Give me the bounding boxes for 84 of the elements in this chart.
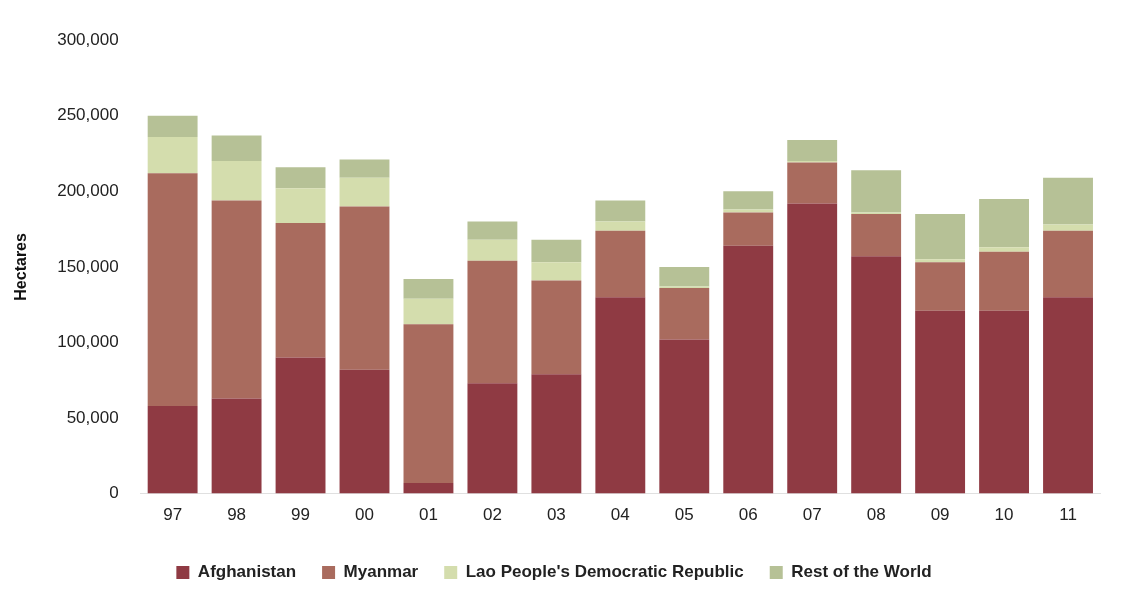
bar <box>531 239 582 263</box>
bar <box>403 278 454 299</box>
bar <box>467 260 518 384</box>
bar <box>1043 224 1093 231</box>
bar <box>339 369 390 494</box>
bar <box>723 191 774 210</box>
bar <box>851 170 902 213</box>
bar <box>275 188 326 224</box>
bar <box>851 214 902 257</box>
bar <box>915 310 966 494</box>
bar <box>467 383 518 494</box>
bar <box>851 256 902 494</box>
y-tick-label: 50,000 <box>66 407 119 427</box>
x-tick-label: 09 <box>930 505 950 525</box>
bar <box>531 262 582 281</box>
x-tick-label: 01 <box>418 505 438 525</box>
bar <box>1043 230 1093 298</box>
bar <box>1043 297 1093 494</box>
legend-label: Rest of the World <box>791 562 932 582</box>
x-tick-label: 99 <box>291 505 310 525</box>
legend-label: Lao People's Democratic Republic <box>465 562 744 582</box>
bar <box>467 221 518 240</box>
bar <box>467 239 518 261</box>
bar <box>147 405 198 494</box>
bar <box>979 310 1030 494</box>
bar <box>339 206 390 370</box>
bar <box>723 245 774 494</box>
bar <box>531 280 582 375</box>
y-axis-title: Hectares <box>12 233 30 301</box>
bar <box>339 159 390 178</box>
bar <box>275 167 326 189</box>
bar <box>723 212 774 246</box>
x-tick-label: 05 <box>674 505 694 525</box>
bar <box>211 200 262 399</box>
bar <box>787 139 838 162</box>
x-tick-label: 04 <box>610 505 630 525</box>
legend-label: Afghanistan <box>197 562 297 582</box>
x-tick-label: 08 <box>866 505 886 525</box>
bar <box>211 161 262 201</box>
bar <box>979 198 1030 248</box>
bar <box>915 262 966 311</box>
bar <box>659 288 710 340</box>
x-tick-label: 03 <box>546 505 566 525</box>
legend-label: Myanmar <box>343 562 419 582</box>
bar <box>275 357 326 494</box>
y-tick-label: 100,000 <box>57 332 119 352</box>
bar <box>531 374 582 494</box>
bar <box>595 221 646 231</box>
bar <box>659 339 710 494</box>
bar <box>787 162 838 204</box>
x-tick-label: 98 <box>227 505 247 525</box>
bar <box>915 214 966 260</box>
bar <box>403 483 454 494</box>
y-tick-label: 200,000 <box>57 181 119 201</box>
bar <box>147 115 198 137</box>
bar <box>211 135 262 162</box>
y-tick-label: 300,000 <box>57 29 119 49</box>
x-tick-label: 02 <box>482 505 502 525</box>
y-tick-label: 150,000 <box>57 256 119 276</box>
bar <box>275 223 326 358</box>
bar <box>211 398 262 494</box>
x-tick-label: 06 <box>738 505 758 525</box>
x-tick-label: 00 <box>355 505 374 525</box>
bar <box>403 298 454 325</box>
x-tick-label: 11 <box>1059 505 1077 525</box>
bar <box>595 297 646 494</box>
bar <box>147 173 198 406</box>
bar <box>787 203 838 494</box>
bar <box>595 230 646 298</box>
bar <box>147 136 198 174</box>
bar <box>723 209 774 213</box>
bar <box>403 324 454 484</box>
x-tick-label: 10 <box>994 505 1014 525</box>
bar <box>979 251 1030 311</box>
bar <box>339 177 390 207</box>
bar <box>595 200 646 222</box>
x-tick-label: 97 <box>163 505 183 525</box>
x-tick-label: 07 <box>802 505 822 525</box>
bar <box>915 259 966 263</box>
bar <box>659 266 710 287</box>
y-tick-label: 0 <box>109 483 119 503</box>
bar <box>979 247 1030 252</box>
bar <box>1043 177 1093 225</box>
y-tick-label: 250,000 <box>57 105 119 125</box>
